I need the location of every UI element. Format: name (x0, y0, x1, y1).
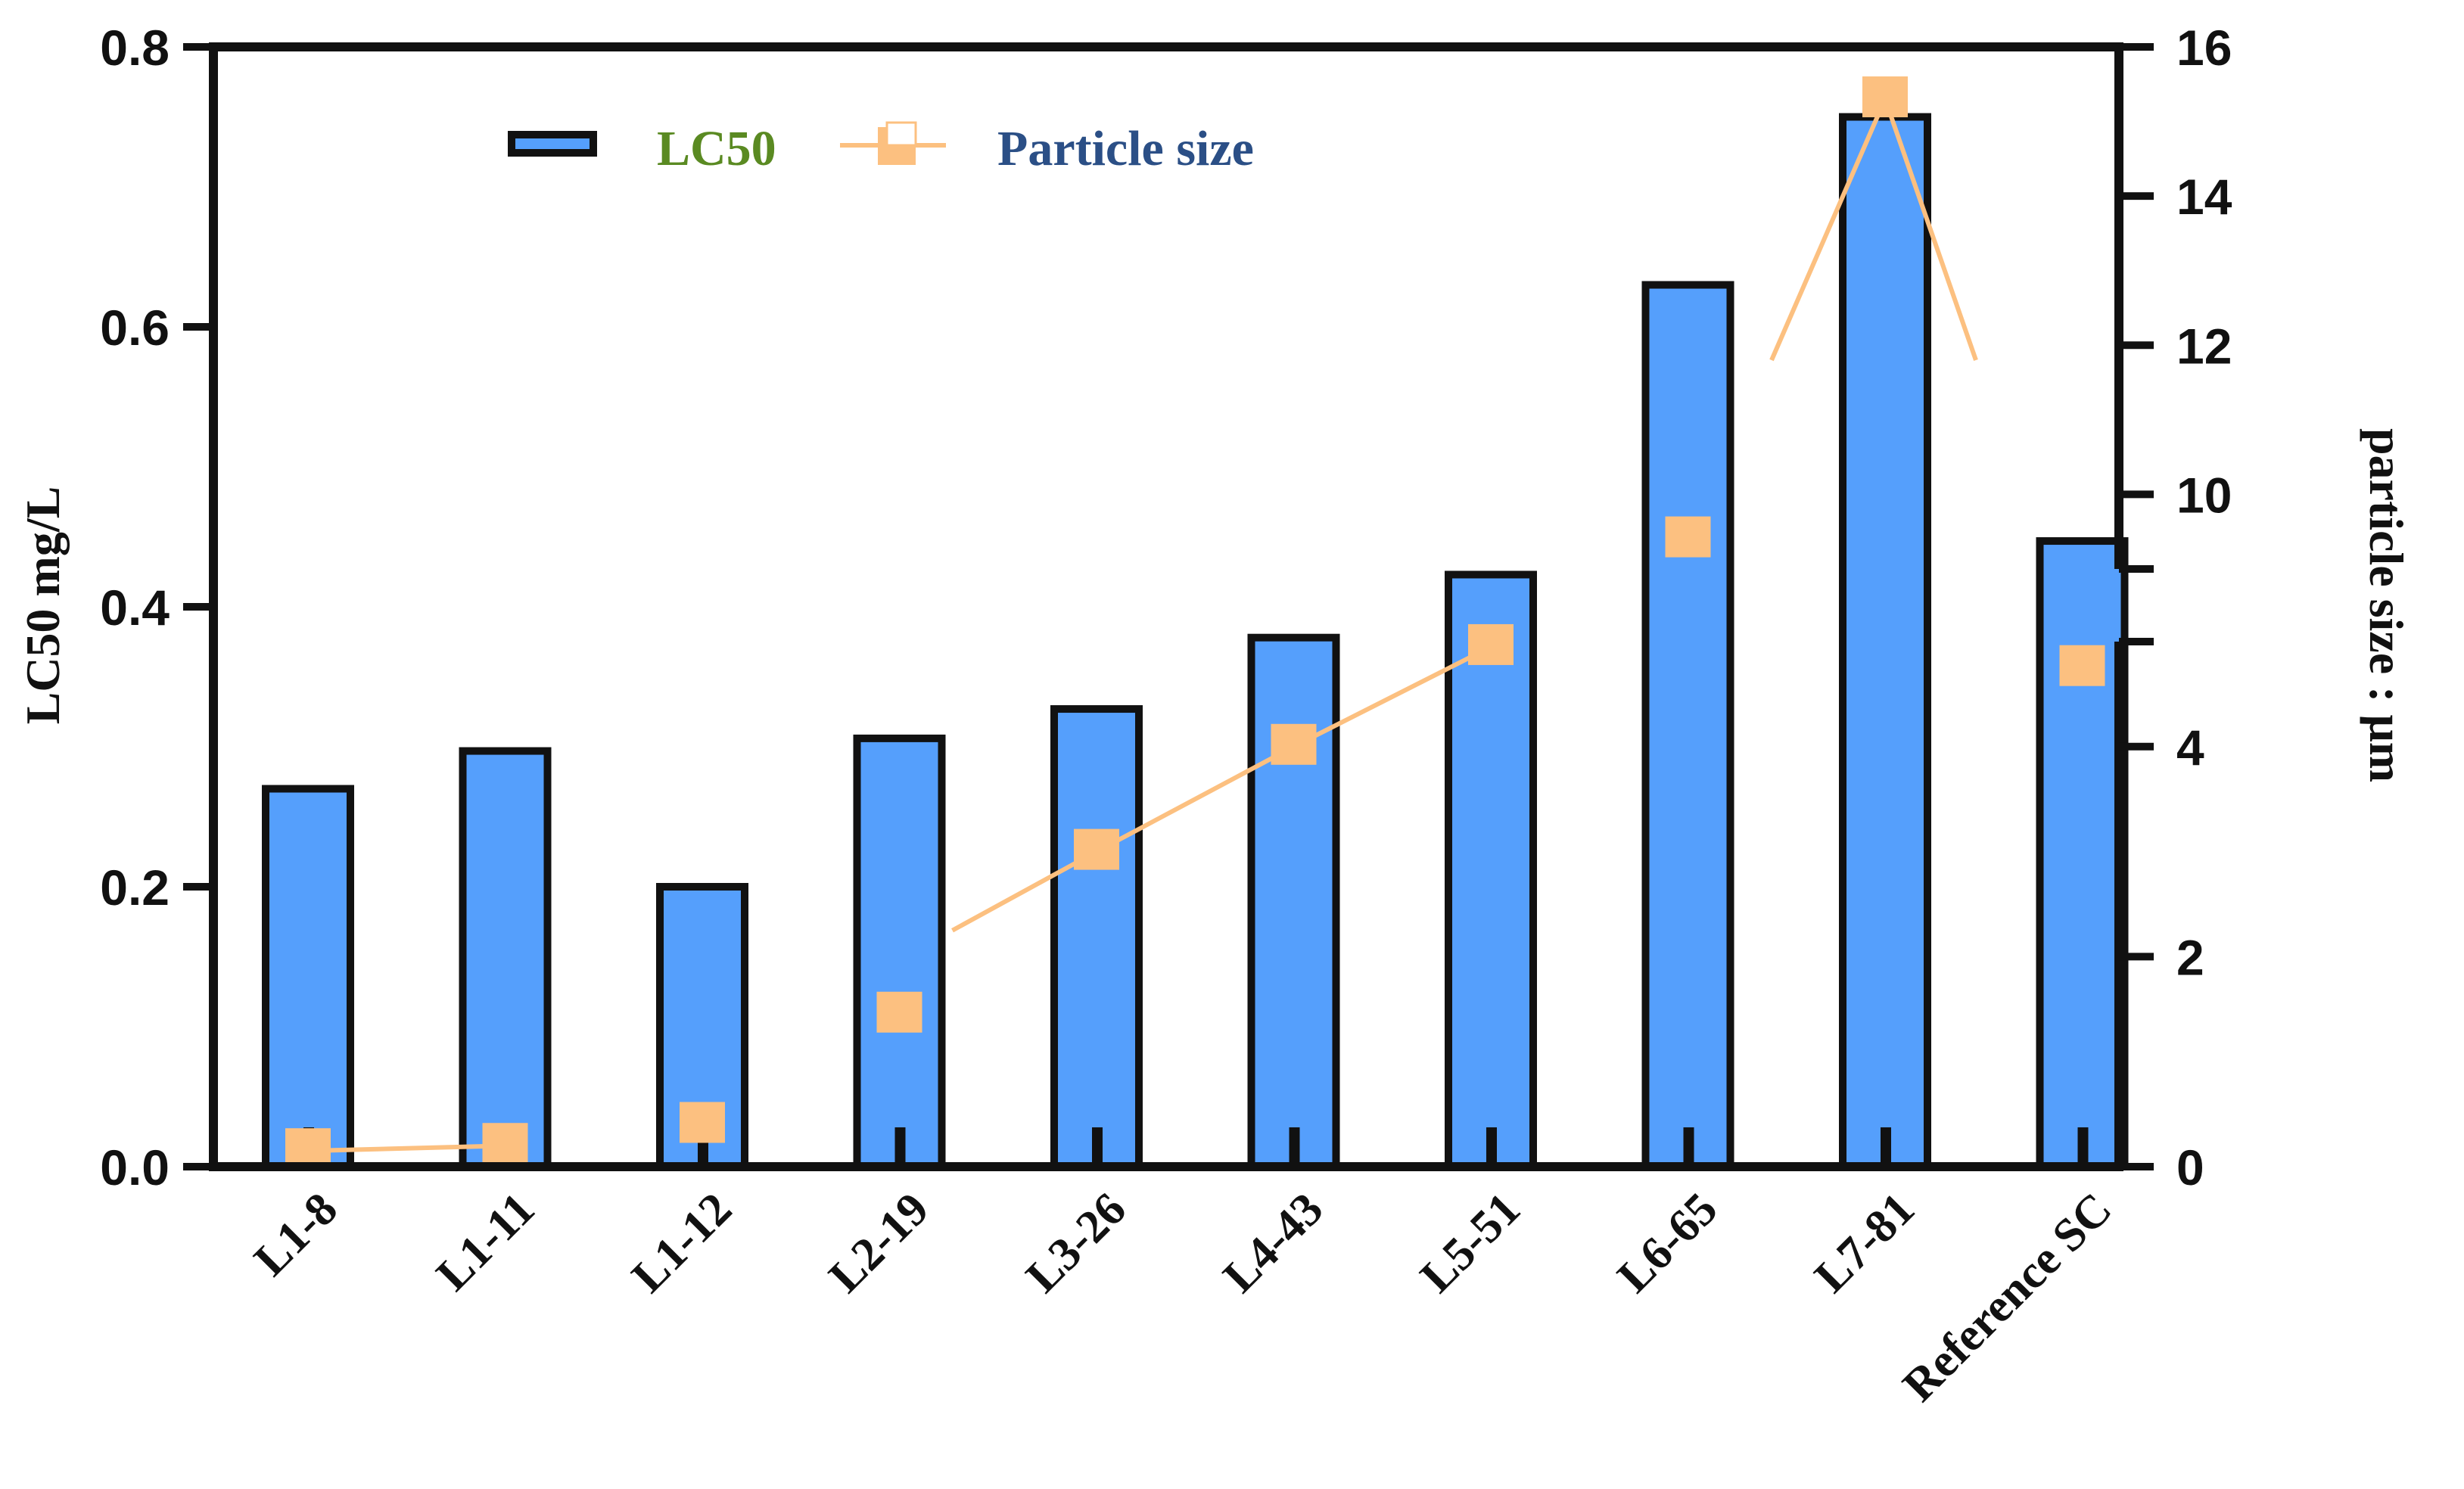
bar-base-marker (1683, 1127, 1694, 1164)
left-tick-label: 0.6 (100, 300, 170, 356)
bar-base-marker (894, 1127, 906, 1164)
legend: LC50 Particle size (508, 121, 1254, 176)
bar-base-marker (1092, 1127, 1103, 1164)
left-tick-label: 0.2 (100, 860, 170, 915)
particle-size-point-L6-65 (1665, 516, 1711, 558)
bar-L1-11 (459, 747, 552, 1170)
particle-size-layer (285, 76, 2105, 1170)
bar-base-marker (1881, 1127, 1891, 1164)
particle-size-point-L1-12 (680, 1102, 725, 1143)
right-y-axis: 0 2 4 10 12 14 16 (2119, 20, 2232, 1195)
bar-L6-65 (1641, 281, 1734, 1170)
left-y-axis: 0.0 0.2 0.4 0.6 0.8 (100, 20, 213, 1195)
x-tick-label: L1-11 (427, 1183, 544, 1301)
particle-size-point-L3-26 (1074, 828, 1119, 870)
bar-L1-8 (262, 785, 354, 1170)
axes-layer (209, 42, 2154, 1171)
x-tick-label: L1-12 (622, 1183, 742, 1303)
x-tick-label: L6-65 (1608, 1183, 1728, 1303)
particle-size-line-segment (307, 1143, 506, 1154)
bar-base-marker (2077, 1127, 2089, 1164)
particle-size-point-L7-81 (1862, 76, 1908, 117)
particle-size-point-L4-43 (1271, 723, 1317, 765)
particle-size-point-Reference SC (2059, 645, 2105, 686)
bar-Reference SC (2036, 537, 2129, 1170)
particle-size-point-L2-19 (876, 991, 922, 1033)
bar-L7-81 (1839, 113, 1931, 1170)
right-tick-label: 16 (2176, 20, 2232, 76)
x-tick-label: L2-19 (820, 1183, 939, 1303)
particle-size-point-L5-51 (1468, 623, 1514, 665)
x-tick-label: L7-81 (1805, 1183, 1924, 1303)
bar-L4-43 (1247, 633, 1340, 1170)
right-tick-label: 0 (2176, 1139, 2204, 1195)
legend-lc50-label: LC50 (657, 121, 776, 176)
bar-base-marker (1289, 1127, 1300, 1164)
right-axis-title: particle size : μm (2360, 428, 2413, 782)
legend-lc50-swatch (508, 131, 597, 157)
x-tick-label: L4-43 (1214, 1183, 1333, 1303)
particle-size-point-L1-11 (482, 1123, 528, 1164)
legend-particle-marker-hollow (885, 121, 917, 147)
right-tick-label: 2 (2176, 929, 2204, 985)
x-tick-label: Reference SC (1893, 1183, 2122, 1412)
right-tick-label: 12 (2176, 318, 2232, 374)
bar-L2-19 (853, 734, 946, 1170)
bar-base-marker (1486, 1127, 1497, 1164)
x-tick-label: L5-51 (1411, 1183, 1530, 1303)
left-tick-label: 0.4 (100, 580, 170, 636)
right-tick-label: 14 (2176, 169, 2232, 225)
right-tick-label: 10 (2176, 467, 2232, 523)
right-tick-label: 4 (2176, 720, 2204, 776)
x-tick-label: L1-8 (244, 1183, 347, 1286)
left-axis-title: LC50 mg/L (16, 486, 70, 725)
left-tick-label: 0.0 (100, 1139, 170, 1195)
bar-L3-26 (1050, 705, 1143, 1170)
particle-size-line-segment (951, 645, 1492, 933)
x-axis-labels: L1-8 L1-11 L1-12 L2-19 L3-26 L4-43 L5-51 L6-65 L… (244, 1183, 2121, 1412)
bars-layer (262, 113, 2129, 1170)
left-tick-label: 0.8 (100, 20, 170, 76)
x-tick-label: L3-26 (1016, 1183, 1136, 1303)
legend-particle-label: Particle size (997, 121, 1254, 176)
